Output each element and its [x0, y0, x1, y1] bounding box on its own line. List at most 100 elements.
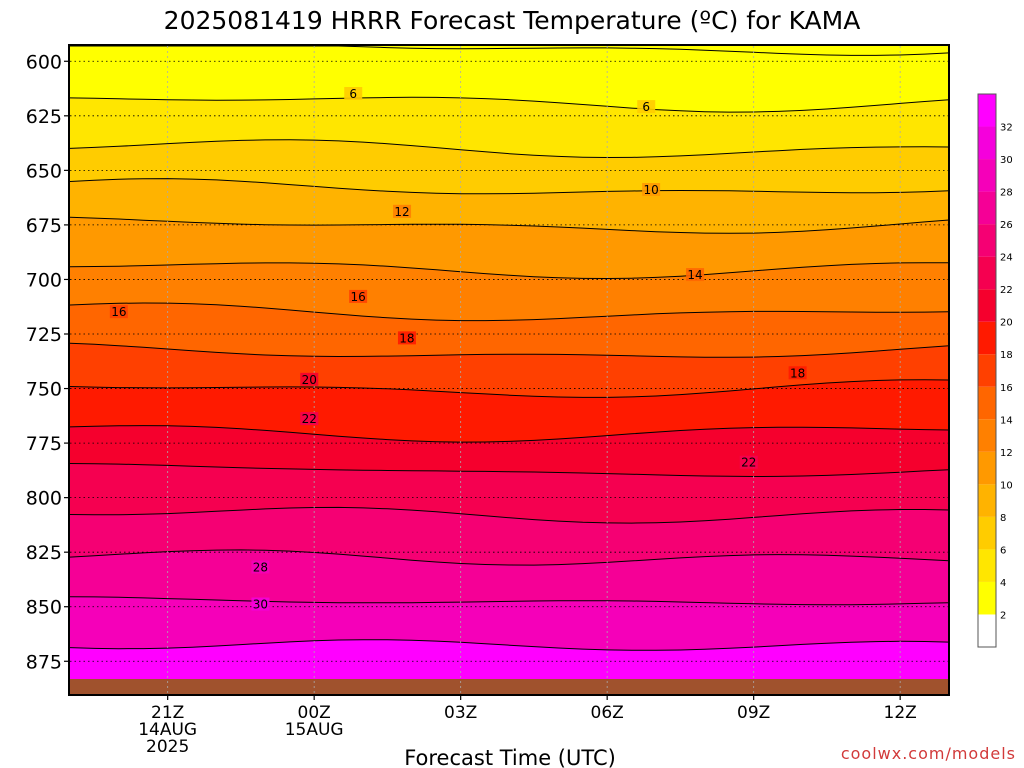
- contour-18: [69, 342, 950, 358]
- contour-label-bg-3: [393, 204, 412, 218]
- contour-label-bg-7: [397, 331, 416, 345]
- contour-label-bg-6: [349, 289, 368, 303]
- contour-label-6: 6: [642, 100, 650, 114]
- contour-label-bg-1: [637, 100, 656, 114]
- colorbar-swatch-5: [978, 451, 996, 485]
- y-axis-pressure-ticks: 600 625 650 675 700 725 750 775 800 825 850 875: [26, 51, 70, 673]
- colorbar-tick-2: 2: [1000, 610, 1006, 621]
- colorbar-tick-4: 4: [1000, 578, 1006, 589]
- gridlines: [70, 46, 949, 694]
- contour-22: [69, 425, 950, 443]
- contour-32: [69, 639, 950, 651]
- colorbar-swatch-8: [978, 354, 996, 387]
- contour-label-bg-2: [642, 183, 661, 196]
- colorbar-swatch-16: [978, 94, 996, 127]
- y-tick-label-850: 850: [26, 597, 62, 619]
- colorbar-swatch-14: [978, 159, 996, 192]
- colorbar-swatch-9: [978, 321, 996, 355]
- colorbar-tick-30: 30: [1000, 155, 1013, 166]
- colorbar-swatch-15: [978, 126, 996, 160]
- contour-24: [69, 463, 950, 478]
- contour-20: [69, 379, 950, 398]
- band-below-6: [70, 46, 949, 113]
- contour-label-bg-4: [686, 268, 705, 282]
- y-tick-label-625: 625: [26, 106, 62, 128]
- colorbar-swatch-2: [978, 549, 996, 582]
- contour-label-10: 10: [643, 183, 658, 197]
- y-tick-label-825: 825: [26, 542, 62, 564]
- y-tick-label-600: 600: [26, 51, 62, 73]
- contour-label-bg-12: [251, 560, 270, 574]
- colorbar-tick-14: 14: [1000, 415, 1013, 426]
- colorbar-tick-12: 12: [1000, 448, 1013, 459]
- contour-label-16: 16: [350, 290, 365, 304]
- colorbar-tick-8: 8: [1000, 513, 1006, 524]
- colorbar-tick-24: 24: [1000, 253, 1013, 264]
- contour-30: [69, 596, 950, 606]
- colorbar-tick-32: 32: [1000, 123, 1013, 134]
- x-tick-label-09Z: 09Z: [737, 703, 770, 723]
- x-tick-label-14AUG: 14AUG: [138, 720, 197, 740]
- x-tick-label-00Z: 00Z: [298, 703, 331, 723]
- colorbar-swatch-3: [978, 516, 996, 550]
- contour-10: [69, 178, 950, 195]
- contour-label-bg-0: [344, 87, 363, 100]
- colorbar-tick-22: 22: [1000, 285, 1013, 296]
- contour-label-bg-5: [109, 305, 128, 319]
- contour-label-bg-10: [300, 412, 319, 426]
- contour-label-6: 6: [349, 87, 357, 101]
- contour-6: [69, 96, 950, 113]
- colorbar-tick-10: 10: [1000, 480, 1013, 491]
- colorbar-swatch-6: [978, 419, 996, 452]
- colorbar-swatch-12: [978, 224, 996, 257]
- y-tick-label-775: 775: [26, 433, 62, 455]
- x-tick-label-2025: 2025: [146, 737, 189, 757]
- y-tick-label-700: 700: [26, 269, 62, 291]
- chart-title: 2025081419 HRRR Forecast Temperature (ºC…: [164, 6, 861, 35]
- contour-14: [69, 262, 950, 280]
- colorbar-swatch-11: [978, 256, 996, 290]
- x-tick-label-06Z: 06Z: [591, 703, 624, 723]
- contour-label-22: 22: [302, 412, 317, 426]
- contour-label-28: 28: [253, 560, 268, 574]
- plot-frame: [68, 44, 950, 696]
- contour-label-bg-8: [788, 366, 807, 380]
- x-tick-label-12Z: 12Z: [884, 703, 917, 723]
- colorbar-tick-28: 28: [1000, 188, 1013, 199]
- contour-label-22: 22: [741, 456, 756, 470]
- ground-surface: [70, 679, 950, 695]
- contour-28: [69, 549, 950, 566]
- contour-label-20: 20: [302, 373, 317, 387]
- contour-label-30: 30: [253, 598, 268, 612]
- contour-label-bg-13: [251, 597, 270, 611]
- temperature-bands: [70, 46, 949, 694]
- credit-text: coolwx.com/models: [841, 744, 1016, 763]
- contour-12: [69, 216, 950, 234]
- colorbar-tick-6: 6: [1000, 545, 1006, 556]
- contour-label-16: 16: [111, 305, 126, 319]
- y-tick-label-725: 725: [26, 324, 62, 346]
- contour-label-18: 18: [399, 331, 414, 345]
- y-tick-label-675: 675: [26, 215, 62, 237]
- colorbar-swatch-7: [978, 386, 996, 420]
- contour-label-18: 18: [790, 366, 805, 380]
- temperature-contours: [69, 45, 950, 651]
- contour-label-12: 12: [394, 205, 409, 219]
- y-tick-label-800: 800: [26, 488, 62, 510]
- contour-26: [69, 506, 950, 524]
- contour-label-14: 14: [687, 268, 702, 282]
- y-tick-label-750: 750: [26, 379, 62, 401]
- colorbar-swatch-4: [978, 484, 996, 517]
- colorbar-tick-16: 16: [1000, 383, 1013, 394]
- colorbar-swatch-13: [978, 191, 996, 225]
- contour-16: [69, 302, 950, 322]
- colorbar-swatch-1: [978, 581, 996, 615]
- band-below-4: [70, 46, 949, 56]
- x-tick-label-15AUG: 15AUG: [285, 720, 344, 740]
- colorbar-frame: [977, 93, 997, 648]
- contour-8: [69, 139, 950, 159]
- contour-label-bg-11: [739, 455, 758, 469]
